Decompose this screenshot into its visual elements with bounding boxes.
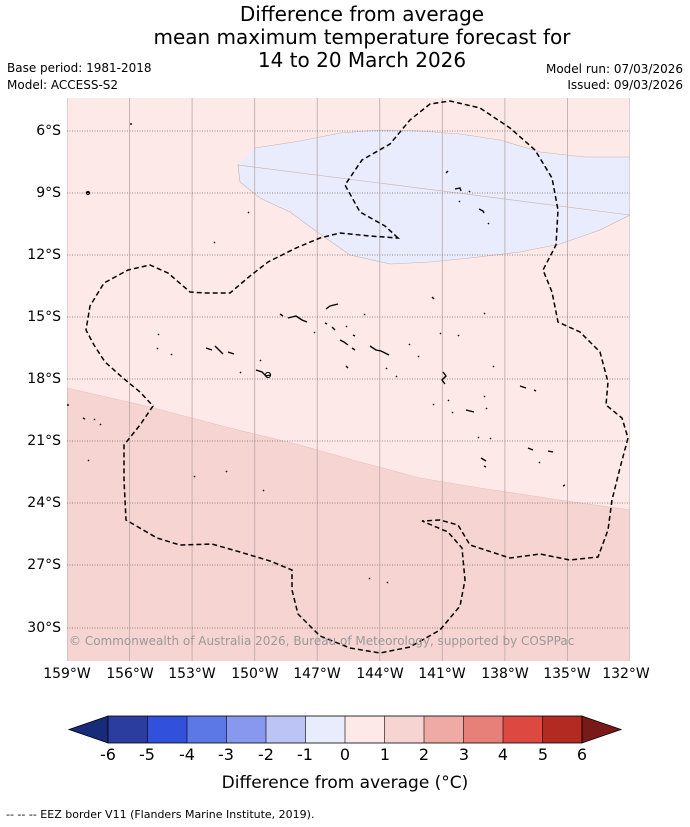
colorbar-tick-label: 4 bbox=[497, 745, 509, 764]
colorbar bbox=[67, 715, 623, 744]
lon-label-138w: 138°W bbox=[481, 666, 529, 682]
colorbar-under-arrow bbox=[67, 715, 109, 744]
lon-label-159w: 159°W bbox=[43, 666, 91, 682]
lon-label-147w: 147°W bbox=[293, 666, 341, 682]
anomaly-region-minus1-to-0 bbox=[238, 130, 630, 264]
colorbar-swatch bbox=[345, 716, 385, 743]
colorbar-tick-label: -2 bbox=[258, 745, 274, 764]
copyright-notice: © Commonwealth of Australia 2026, Bureau… bbox=[69, 634, 575, 648]
eez-border bbox=[85, 100, 629, 654]
title-line-3: 14 to 20 March 2026 bbox=[257, 48, 467, 72]
eez-footnote: -- -- -- EEZ border V11 (Flanders Marine… bbox=[6, 808, 315, 821]
base-period-label: Base period: 1981-2018 bbox=[7, 61, 152, 75]
colorbar-outline bbox=[107, 715, 583, 744]
colorbar-swatch bbox=[108, 716, 148, 743]
lat-label-27s: 27°S bbox=[27, 557, 61, 573]
lon-label-144w: 144°W bbox=[356, 666, 404, 682]
anomaly-region-1-to-2 bbox=[67, 388, 630, 661]
model-label: Model: ACCESS-S2 bbox=[7, 78, 119, 92]
lat-label-15s: 15°S bbox=[27, 309, 61, 325]
colorbar-swatch bbox=[503, 716, 543, 743]
colorbar-tick-label: -6 bbox=[100, 745, 116, 764]
colorbar-tick-label: -1 bbox=[297, 745, 313, 764]
colorbar-swatch bbox=[147, 716, 187, 743]
colorbar-tick-label: 1 bbox=[379, 745, 391, 764]
colorbar-swatch bbox=[266, 716, 306, 743]
lat-label-12s: 12°S bbox=[27, 247, 61, 263]
lon-label-153w: 153°W bbox=[168, 666, 216, 682]
colorbar-swatch bbox=[187, 716, 227, 743]
colorbar-tick-label: 5 bbox=[537, 745, 549, 764]
lon-label-141w: 141°W bbox=[418, 666, 466, 682]
lon-label-135w: 135°W bbox=[543, 666, 591, 682]
lat-label-24s: 24°S bbox=[27, 495, 61, 511]
colorbar-swatch bbox=[424, 716, 464, 743]
lat-label-9s: 9°S bbox=[36, 185, 61, 201]
colorbar-tick-label: 2 bbox=[418, 745, 430, 764]
model-run-label: Model run: 07/03/2026 bbox=[545, 62, 683, 76]
colorbar-swatch bbox=[542, 716, 582, 743]
lon-label-156w: 156°W bbox=[106, 666, 154, 682]
lat-label-6s: 6°S bbox=[36, 123, 61, 139]
lon-label-132w: 132°W bbox=[602, 666, 650, 682]
lat-label-18s: 18°S bbox=[27, 371, 61, 387]
colorbar-tick-label: 0 bbox=[339, 745, 351, 764]
colorbar-tick-label: -4 bbox=[179, 745, 195, 764]
islands bbox=[67, 123, 566, 584]
colorbar-tick-label: -5 bbox=[139, 745, 155, 764]
lat-label-30s: 30°S bbox=[27, 620, 61, 636]
issued-label: Issued: 09/03/2026 bbox=[567, 78, 683, 92]
title-line-1: Difference from average bbox=[239, 2, 485, 26]
lon-label-150w: 150°W bbox=[231, 666, 279, 682]
colorbar-swatch bbox=[463, 716, 503, 743]
colorbar-tick-label: -3 bbox=[218, 745, 234, 764]
colorbar-tick-label: 3 bbox=[458, 745, 470, 764]
colorbar-over-arrow bbox=[581, 715, 623, 744]
colorbar-swatch bbox=[226, 716, 266, 743]
colorbar-tick-label: 6 bbox=[576, 745, 588, 764]
colorbar-swatch bbox=[384, 716, 424, 743]
colorbar-swatch bbox=[305, 716, 345, 743]
colorbar-title: Difference from average (°C) bbox=[221, 773, 469, 793]
meridian-grid bbox=[67, 98, 630, 661]
lat-label-21s: 21°S bbox=[27, 433, 61, 449]
title-line-2: mean maximum temperature forecast for bbox=[153, 25, 571, 49]
